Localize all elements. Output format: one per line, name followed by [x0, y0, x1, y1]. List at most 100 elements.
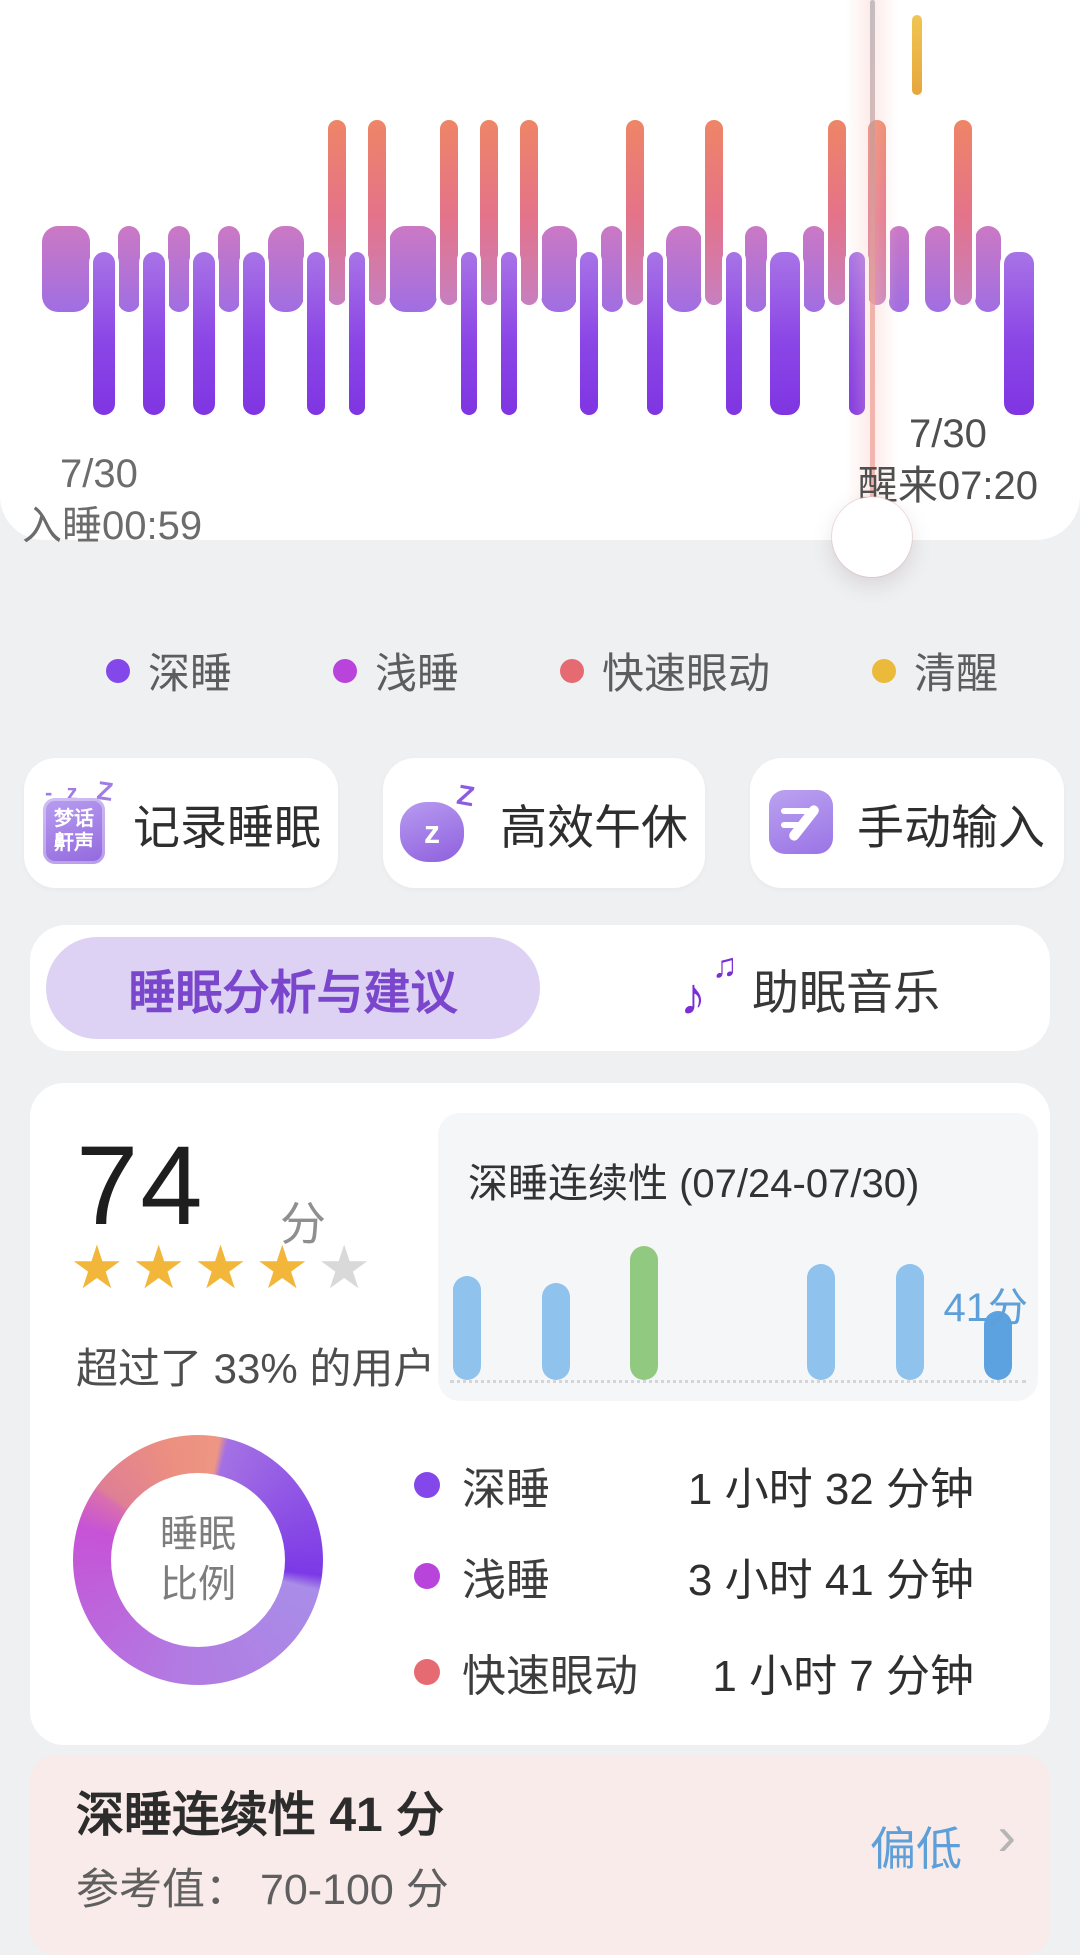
star-empty-icon: ★: [317, 1234, 379, 1301]
hypnogram-segment-light: [925, 226, 951, 312]
stage-legend: 深睡 浅睡 快速眼动 清醒: [0, 640, 1080, 700]
insight-title: 深睡连续性 41 分: [76, 1789, 445, 1842]
record-icon-text1: 梦话: [54, 808, 94, 830]
sleep-start-label: 7/30 入睡00:59: [22, 448, 202, 552]
hypnogram-segment-rem: [828, 120, 846, 305]
hypnogram-segment-deep: [143, 252, 165, 415]
star-filled-icon: ★: [70, 1234, 132, 1301]
sleep-record-icon: - z Z 梦话 鼾声: [41, 775, 115, 866]
legend-stage-name: 浅睡: [462, 1556, 550, 1605]
hypnogram-segment-light: [601, 226, 623, 312]
score-percentile-text: 超过了 33% 的用户: [76, 1345, 436, 1392]
stage-legend-item: 清醒: [872, 640, 998, 701]
chart-title: 深睡连续性 (07/24-07/30): [468, 1162, 920, 1206]
sleep-score-unit: 分: [280, 1198, 326, 1250]
music-notes-icon: ♪ ♫: [680, 947, 738, 1026]
sleep-start-time: 入睡00:59: [22, 504, 203, 548]
hypnogram-segment-rem: [520, 120, 538, 305]
legend-label: 深睡: [148, 650, 233, 697]
legend-dot-icon: [414, 1472, 440, 1498]
record-icon-text2: 鼾声: [54, 832, 94, 854]
power-nap-icon: Z z: [400, 779, 478, 866]
legend-dot-icon: [414, 1659, 440, 1685]
hypnogram-segment-light: [889, 226, 909, 312]
sleep-ratio-legend-row: 快速眼动 1 小时 7 分钟: [414, 1642, 974, 1702]
hypnogram-segment-light: [803, 226, 825, 312]
stage-legend-item: 快速眼动: [560, 640, 770, 701]
hypnogram-segment-deep: [647, 252, 663, 415]
hypnogram-segment-rem: [368, 120, 386, 305]
sleep-stage-timeline[interactable]: 7/30 入睡00:59 7/30 醒来07:20: [0, 0, 1080, 577]
power-nap-button[interactable]: Z z 高效午休: [383, 758, 705, 888]
hypnogram-segment-rem: [480, 120, 498, 305]
sleep-ratio-legend-row: 浅睡 3 小时 41 分钟: [414, 1546, 974, 1606]
time-indicator-line: [870, 0, 875, 516]
legend-dot-icon: [872, 658, 896, 683]
hypnogram-segment-light: [745, 226, 767, 312]
manual-input-button[interactable]: 手动输入: [750, 758, 1064, 888]
insight-status-badge: 偏低: [870, 1823, 962, 1875]
continuity-bar: [542, 1283, 570, 1380]
continuity-bar: [984, 1311, 1012, 1380]
insight-reference-value: 参考值： 70-100 分: [76, 1866, 449, 1914]
sleep-ratio-donut-chart: 睡眠 比例: [73, 1435, 323, 1685]
continuity-bar: [807, 1264, 835, 1380]
continuity-bar: [896, 1264, 924, 1380]
hypnogram-segment-deep: [243, 252, 265, 415]
tab-sleep-music-label: 助眠音乐: [752, 965, 940, 1019]
hypnogram-segment-light: [975, 226, 1001, 312]
star-filled-icon: ★: [131, 1234, 194, 1301]
hypnogram-segment-light: [666, 226, 702, 312]
analysis-tabbar: 睡眠分析与建议 ♪ ♫ 助眠音乐: [30, 925, 1050, 1051]
star-filled-icon: ★: [193, 1234, 256, 1301]
chart-last-value-label: 41分: [943, 1286, 1029, 1330]
legend-dot-icon: [560, 658, 584, 683]
legend-label: 清醒: [914, 650, 999, 697]
hypnogram-segment-deep: [461, 252, 477, 415]
hypnogram-segment-rem: [626, 120, 644, 305]
nap-icon-z-inner: z: [424, 813, 440, 850]
continuity-bar: [453, 1276, 481, 1380]
deep-sleep-continuity-chart[interactable]: 深睡连续性 (07/24-07/30) 41分: [438, 1113, 1038, 1401]
legend-dot-icon: [106, 658, 130, 683]
hypnogram-segment-rem: [328, 120, 346, 305]
sleep-ratio-legend-row: 深睡 1 小时 32 分钟: [414, 1455, 974, 1515]
hypnogram-segment-rem: [954, 120, 972, 305]
legend-stage-duration: 1 小时 7 分钟: [712, 1652, 974, 1701]
record-sleep-button[interactable]: - z Z 梦话 鼾声 记录睡眠: [24, 758, 338, 888]
hypnogram-segment-light: [389, 226, 437, 312]
hypnogram-segment-awake: [912, 15, 922, 95]
hypnogram-segment-light: [42, 226, 90, 312]
sleep-score-value: 74: [76, 1123, 205, 1248]
star-filled-icon: ★: [255, 1234, 318, 1301]
score-star-rating: ★★★★★: [70, 1233, 379, 1303]
hypnogram-segment-deep: [1004, 252, 1034, 415]
tab-sleep-analysis-label: 睡眠分析与建议: [128, 965, 458, 1019]
hypnogram-segment-deep: [193, 252, 215, 415]
hypnogram-segment-deep: [770, 252, 800, 415]
hypnogram-segment-deep: [93, 252, 115, 415]
deep-sleep-continuity-insight[interactable]: 深睡连续性 41 分 参考值： 70-100 分 偏低 ›: [30, 1755, 1050, 1955]
stage-legend-item: 深睡: [106, 640, 232, 701]
sleep-analysis-card: 74 分 ★★★★★ 超过了 33% 的用户 深睡连续性 (07/24-07/3…: [30, 1083, 1050, 1745]
hypnogram-segment-deep: [726, 252, 742, 415]
hypnogram-segment-rem: [705, 120, 723, 305]
power-nap-label: 高效午休: [500, 800, 688, 854]
tab-sleep-music[interactable]: ♪ ♫ 助眠音乐: [590, 925, 1030, 1051]
donut-center-label: 睡眠 比例: [111, 1473, 285, 1647]
stage-legend-item: 浅睡: [333, 640, 459, 701]
legend-stage-name: 深睡: [462, 1465, 550, 1514]
legend-stage-duration: 3 小时 41 分钟: [687, 1556, 974, 1605]
hypnogram-segment-rem: [440, 120, 458, 305]
legend-label: 浅睡: [375, 650, 460, 697]
manual-input-icon: [769, 788, 835, 858]
tab-sleep-analysis[interactable]: 睡眠分析与建议: [46, 937, 540, 1039]
hypnogram-segment-light: [541, 226, 577, 312]
hypnogram-segment-deep: [307, 252, 325, 415]
wake-date: 7/30: [909, 412, 987, 456]
legend-dot-icon: [414, 1563, 440, 1589]
timeline-slider-handle[interactable]: [832, 497, 912, 577]
hypnogram-segment-light: [268, 226, 304, 312]
chevron-right-icon[interactable]: ›: [997, 1804, 1016, 1867]
chart-baseline: [450, 1380, 1026, 1383]
